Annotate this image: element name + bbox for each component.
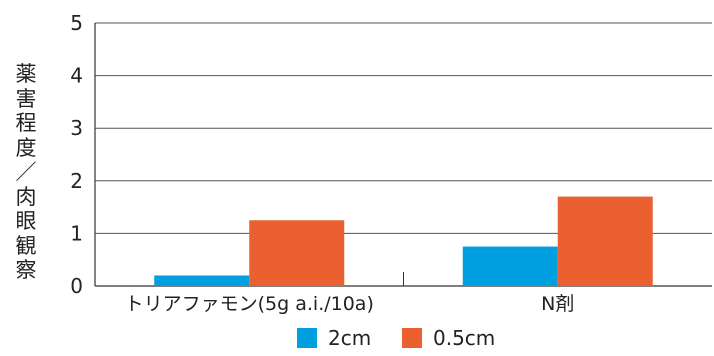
y-axis-label-char: 程 [15, 111, 37, 135]
legend-swatch [402, 328, 422, 348]
legend-swatch [297, 328, 317, 348]
x-tick-label: N剤 [541, 293, 574, 315]
y-tick-label: 4 [70, 64, 83, 88]
y-axis-label-char: 観 [15, 233, 37, 258]
y-axis-label: 薬害程度／肉眼観察 [14, 62, 38, 283]
y-axis-label-char: 薬 [15, 62, 37, 86]
x-tick-label: トリアファモン(5g a.i./10a) [125, 293, 374, 315]
y-tick-label: 3 [70, 116, 83, 140]
y-axis-label-char: ／ [15, 160, 37, 184]
y-tick-label: 0 [70, 274, 83, 298]
y-tick-label: 5 [70, 11, 83, 35]
y-axis-label-char: 度 [15, 135, 37, 160]
y-axis-label-char: 害 [15, 86, 37, 111]
y-axis-label-char: 眼 [15, 209, 37, 233]
legend-label: 2cm [328, 326, 371, 350]
y-tick-label: 2 [70, 169, 83, 193]
y-axis-label-char: 肉 [15, 184, 37, 209]
y-axis-label-char: 察 [15, 258, 37, 282]
bar [557, 196, 653, 286]
bar [462, 246, 558, 286]
bar [154, 275, 250, 286]
y-tick-label: 1 [70, 221, 83, 245]
bar [249, 220, 345, 286]
legend-label: 0.5cm [433, 326, 495, 350]
